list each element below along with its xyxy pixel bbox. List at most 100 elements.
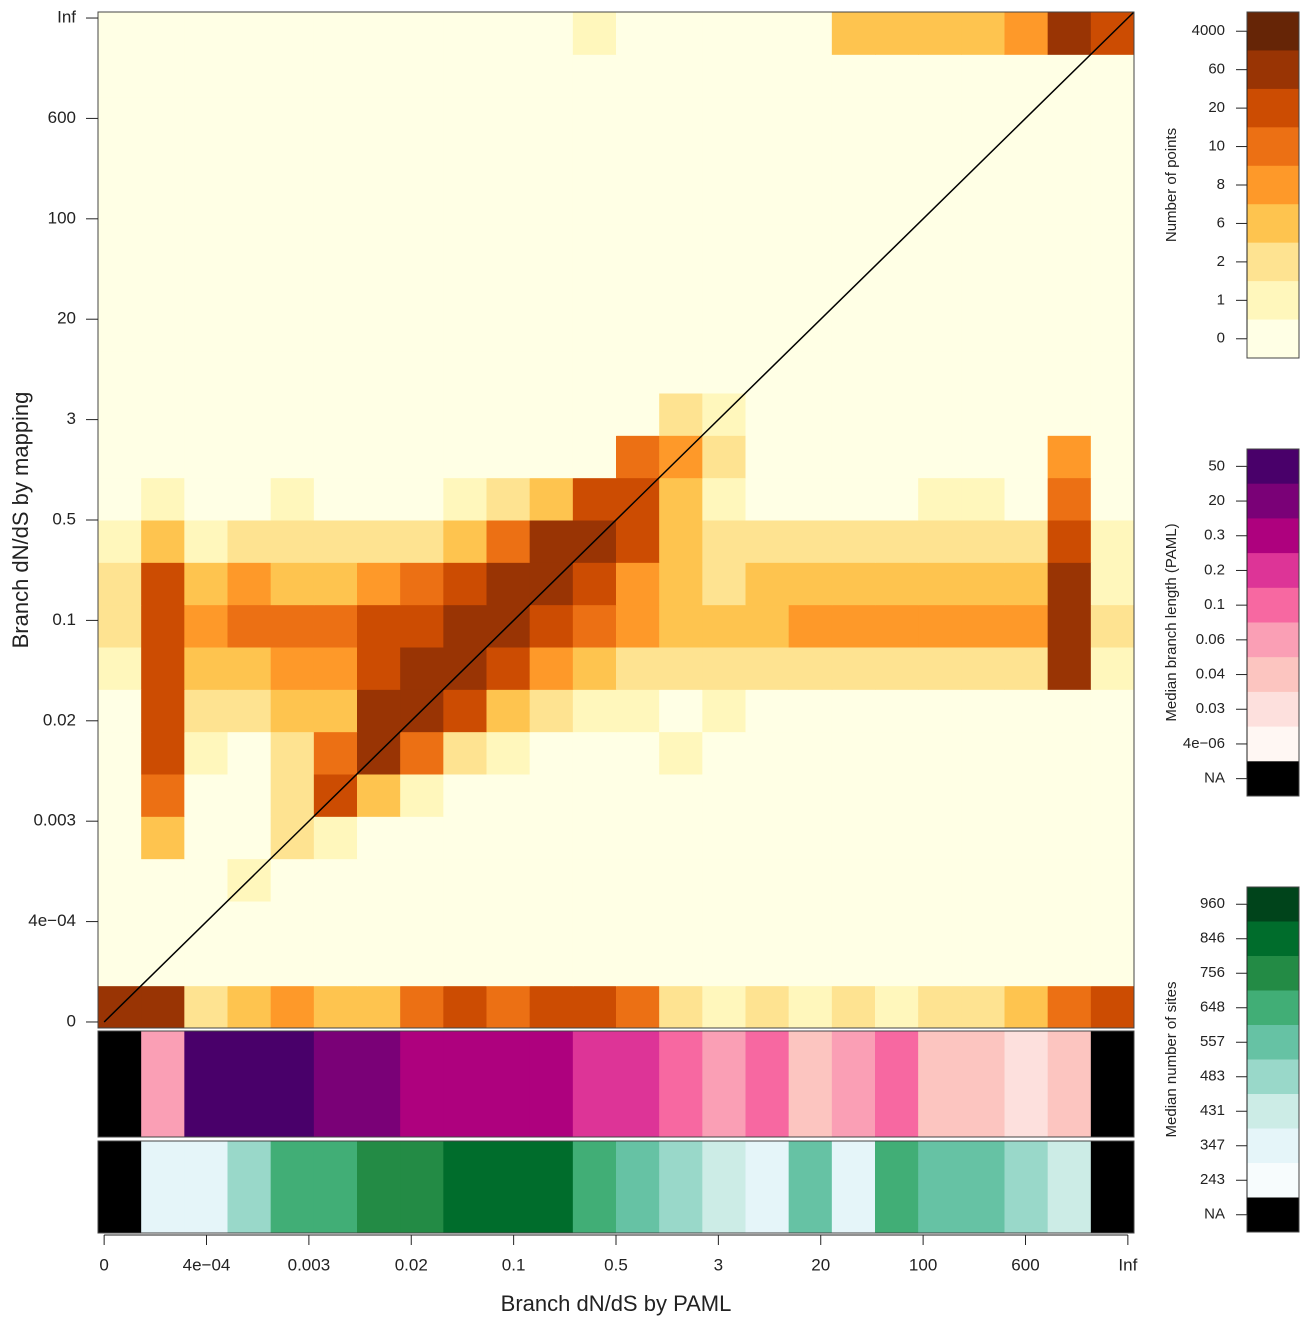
- heat-cell: [98, 647, 142, 690]
- heat-cell: [443, 604, 487, 648]
- heat-cell: [141, 223, 185, 267]
- heat-cell: [875, 181, 919, 225]
- heat-cell: [184, 393, 228, 436]
- legend-swatch: [1247, 518, 1299, 554]
- heat-cell: [572, 985, 617, 1029]
- heat-cell: [98, 816, 142, 860]
- heat-cell: [659, 477, 703, 521]
- heat-cell: [313, 901, 358, 944]
- heat-cell: [702, 223, 746, 267]
- legend-label: 60: [1208, 61, 1225, 78]
- heat-cell: [961, 901, 1005, 944]
- heat-cell: [831, 943, 876, 987]
- heat-cell: [1004, 562, 1049, 606]
- heat-cell: [98, 308, 142, 352]
- heat-cell: [702, 689, 746, 733]
- heat-cell: [659, 181, 703, 225]
- heat-cell: [616, 223, 660, 267]
- heat-cell: [270, 96, 315, 140]
- heat-cell: [1090, 816, 1135, 860]
- legend-swatch: [1247, 691, 1299, 728]
- heat-cell: [227, 54, 272, 98]
- heat-cell: [529, 393, 574, 436]
- heat-cell: [184, 12, 228, 55]
- heat-cell: [616, 774, 660, 817]
- legend-title: Number of points: [1163, 128, 1180, 242]
- legend-label: 1: [1217, 291, 1225, 308]
- heat-cell: [702, 901, 746, 944]
- heat-cell: [227, 901, 272, 944]
- heat-cell: [659, 350, 703, 394]
- heat-cell: [745, 562, 790, 606]
- legend-label: 4e−06: [1183, 735, 1225, 752]
- heat-cell: [357, 774, 401, 817]
- heat-cell: [227, 477, 272, 521]
- heat-cell: [961, 181, 1005, 225]
- legend-label: 0.3: [1204, 527, 1225, 544]
- heat-cell: [1090, 858, 1135, 902]
- heat-cell: [443, 858, 487, 902]
- heat-cell: [486, 901, 531, 944]
- heat-cell: [443, 562, 487, 606]
- x-tick-label: Inf: [1118, 1255, 1137, 1274]
- heat-cell: [1047, 985, 1092, 1029]
- legend-label: 431: [1200, 1102, 1225, 1119]
- strip-cell: [659, 1141, 703, 1233]
- heat-cell: [443, 223, 487, 267]
- heat-cell: [616, 308, 660, 352]
- heat-cell: [357, 350, 401, 394]
- heat-cell: [1090, 943, 1135, 987]
- heat-cell: [529, 223, 574, 267]
- heat-cell: [572, 816, 617, 860]
- heat-cell: [400, 520, 444, 563]
- heat-cell: [400, 54, 444, 98]
- legend-swatch: [1247, 726, 1299, 762]
- legend-swatch: [1247, 281, 1299, 321]
- heat-cell: [659, 520, 703, 563]
- heat-cell: [1047, 393, 1092, 436]
- heat-cell: [227, 943, 272, 987]
- legend-label: NA: [1204, 1206, 1225, 1223]
- heat-cell: [918, 816, 962, 860]
- strip-cell: [184, 1141, 228, 1233]
- heat-cell: [313, 477, 358, 521]
- heat-cell: [1047, 647, 1092, 690]
- strip-cell: [486, 1031, 531, 1137]
- heat-cell: [659, 223, 703, 267]
- heat-cell: [572, 223, 617, 267]
- strip-cell: [572, 1141, 617, 1233]
- strip-cell: [659, 1031, 703, 1137]
- heat-cell: [659, 562, 703, 606]
- heat-cell: [961, 985, 1005, 1029]
- heat-cell: [184, 647, 228, 690]
- heat-cell: [357, 858, 401, 902]
- heat-cell: [98, 520, 142, 563]
- heat-cell: [529, 689, 574, 733]
- strip-cell: [270, 1141, 315, 1233]
- heat-cell: [1047, 139, 1092, 182]
- heat-cell: [831, 731, 876, 775]
- heat-cell: [572, 308, 617, 352]
- heat-cell: [400, 266, 444, 309]
- x-tick-label: 0.02: [395, 1255, 428, 1274]
- heat-cell: [745, 731, 790, 775]
- heat-cell: [788, 731, 833, 775]
- heat-cell: [486, 393, 531, 436]
- heat-cell: [702, 985, 746, 1029]
- heat-cell: [400, 393, 444, 436]
- heat-cell: [443, 96, 487, 140]
- heat-cell: [141, 731, 185, 775]
- heat-cell: [313, 858, 358, 902]
- heat-cell: [486, 223, 531, 267]
- strip-cell: [141, 1141, 185, 1233]
- heat-cell: [443, 816, 487, 860]
- strip-cell: [918, 1141, 962, 1233]
- heat-cell: [788, 520, 833, 563]
- legend-label: 4000: [1192, 22, 1225, 39]
- heat-cell: [875, 943, 919, 987]
- heat-cell: [1004, 223, 1049, 267]
- heat-cell: [184, 266, 228, 309]
- heat-cell: [788, 393, 833, 436]
- heat-cell: [1004, 647, 1049, 690]
- heat-cell: [788, 816, 833, 860]
